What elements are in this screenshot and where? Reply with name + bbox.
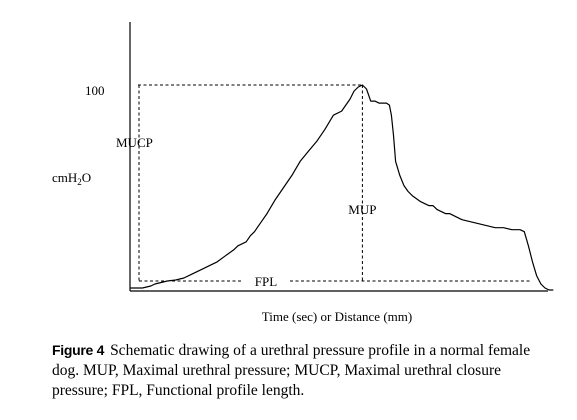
pressure-profile-chart: 100 MUCP MUP FPL Time (sec) or Distance (mm)… [52,22,554,324]
label-group: 100 MUCP MUP FPL Time (sec) or Distance (mm)… [52,83,412,324]
y-axis-label-main: cmH [52,170,77,185]
caption-text: Schematic drawing of a urethral pressure… [52,342,531,399]
pressure-curve [130,84,554,291]
y-axis-label: cmH2O [52,170,91,187]
guide-lines [138,84,530,282]
mup-label: MUP [348,202,376,217]
curve-group [130,84,554,291]
mucp-label: MUCP [116,135,153,150]
figure-caption: Figure 4 Schematic drawing of a urethral … [52,340,557,401]
figure-label: Figure 4 [52,342,105,358]
axes [129,22,548,292]
y-axis-label-subscript: 2 [77,177,82,187]
fpl-label: FPL [255,274,277,289]
y-tick-label-100: 100 [85,83,105,98]
x-axis-label: Time (sec) or Distance (mm) [262,309,412,324]
y-axis-label-tail: O [82,170,91,185]
